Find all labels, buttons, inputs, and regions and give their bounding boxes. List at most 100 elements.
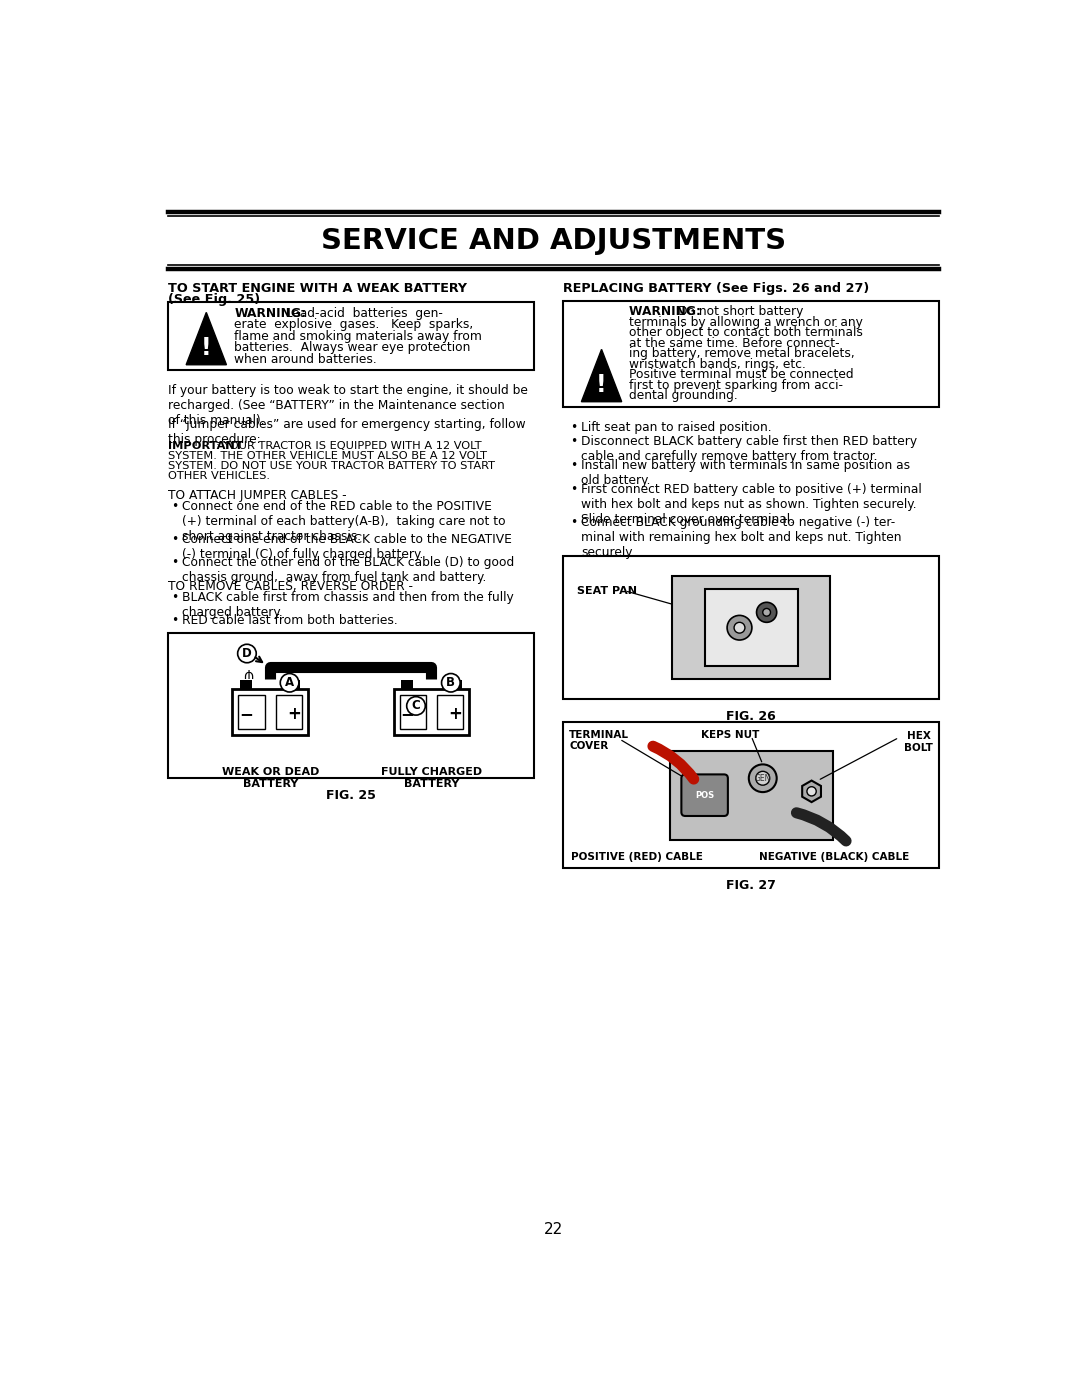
FancyBboxPatch shape	[167, 302, 535, 370]
FancyBboxPatch shape	[563, 300, 940, 407]
Text: •: •	[570, 517, 578, 529]
FancyBboxPatch shape	[239, 696, 265, 729]
Text: KEPS NUT: KEPS NUT	[701, 729, 759, 740]
Text: FIG. 27: FIG. 27	[726, 879, 777, 893]
Text: TO REMOVE CABLES, REVERSE ORDER -: TO REMOVE CABLES, REVERSE ORDER -	[167, 580, 413, 594]
Text: Positive terminal must be connected: Positive terminal must be connected	[630, 369, 854, 381]
FancyBboxPatch shape	[437, 696, 463, 729]
Text: TERMINAL
COVER: TERMINAL COVER	[569, 729, 629, 752]
FancyBboxPatch shape	[704, 590, 798, 666]
Text: GEN: GEN	[755, 774, 771, 782]
Text: 22: 22	[544, 1222, 563, 1236]
Text: SYSTEM. THE OTHER VEHICLE MUST ALSO BE A 12 VOLT: SYSTEM. THE OTHER VEHICLE MUST ALSO BE A…	[167, 451, 487, 461]
Text: terminals by allowing a wrench or any: terminals by allowing a wrench or any	[630, 316, 863, 328]
Text: FIG. 25: FIG. 25	[326, 789, 376, 802]
Text: Connect BLACK grounding cable to negative (-) ter-
minal with remaining hex bolt: Connect BLACK grounding cable to negativ…	[581, 517, 902, 559]
FancyBboxPatch shape	[672, 576, 831, 679]
Text: (See Fig. 25): (See Fig. 25)	[167, 293, 259, 306]
Text: : YOUR TRACTOR IS EQUIPPED WITH A 12 VOLT: : YOUR TRACTOR IS EQUIPPED WITH A 12 VOL…	[216, 441, 482, 451]
Text: erate  explosive  gases.   Keep  sparks,: erate explosive gases. Keep sparks,	[234, 319, 473, 331]
Text: other object to contact both terminals: other object to contact both terminals	[630, 327, 863, 339]
Text: •: •	[570, 458, 578, 472]
Text: If “jumper cables” are used for emergency starting, follow
this procedure:: If “jumper cables” are used for emergenc…	[167, 418, 525, 446]
Text: A: A	[285, 676, 294, 689]
Text: flame and smoking materials away from: flame and smoking materials away from	[234, 330, 482, 342]
Text: Lead-acid  batteries  gen-: Lead-acid batteries gen-	[274, 307, 444, 320]
FancyBboxPatch shape	[275, 696, 302, 729]
Circle shape	[756, 771, 770, 785]
Text: wristwatch bands, rings, etc.: wristwatch bands, rings, etc.	[630, 358, 807, 370]
Text: HEX
BOLT: HEX BOLT	[904, 731, 933, 753]
Text: D: D	[242, 647, 252, 659]
Text: Connect one end of the BLACK cable to the NEGATIVE
(-) terminal (C) of fully cha: Connect one end of the BLACK cable to th…	[181, 532, 511, 560]
Polygon shape	[581, 349, 622, 402]
Text: B: B	[446, 676, 456, 689]
FancyBboxPatch shape	[563, 556, 940, 698]
FancyBboxPatch shape	[232, 689, 308, 735]
Text: •: •	[172, 532, 178, 546]
Text: Lift seat pan to raised position.: Lift seat pan to raised position.	[581, 420, 772, 434]
Text: SYSTEM. DO NOT USE YOUR TRACTOR BATTERY TO START: SYSTEM. DO NOT USE YOUR TRACTOR BATTERY …	[167, 461, 495, 471]
Polygon shape	[186, 313, 227, 365]
Text: POSITIVE (RED) CABLE: POSITIVE (RED) CABLE	[570, 852, 702, 862]
Text: Do not short battery: Do not short battery	[677, 306, 802, 319]
Text: TO START ENGINE WITH A WEAK BATTERY: TO START ENGINE WITH A WEAK BATTERY	[167, 282, 467, 295]
Text: WARNING:: WARNING:	[234, 307, 307, 320]
Text: −: −	[240, 704, 253, 722]
FancyBboxPatch shape	[670, 750, 833, 840]
Text: WARNING:: WARNING:	[630, 306, 705, 319]
Text: •: •	[570, 434, 578, 448]
FancyBboxPatch shape	[400, 696, 426, 729]
Text: first to prevent sparking from acci-: first to prevent sparking from acci-	[630, 379, 843, 391]
Text: RED cable last from both batteries.: RED cable last from both batteries.	[181, 615, 397, 627]
Text: !: !	[201, 335, 212, 360]
Circle shape	[748, 764, 777, 792]
Text: +: +	[448, 704, 462, 722]
Text: •: •	[172, 591, 178, 604]
Text: REPLACING BATTERY (See Figs. 26 and 27): REPLACING BATTERY (See Figs. 26 and 27)	[563, 282, 869, 295]
Text: ing battery, remove metal bracelets,: ing battery, remove metal bracelets,	[630, 348, 855, 360]
Text: dental grounding.: dental grounding.	[630, 390, 739, 402]
Circle shape	[442, 673, 460, 692]
Text: •: •	[172, 500, 178, 513]
FancyBboxPatch shape	[288, 680, 300, 690]
Text: FULLY CHARGED
BATTERY: FULLY CHARGED BATTERY	[381, 767, 482, 789]
Text: !: !	[596, 373, 607, 397]
Text: OTHER VEHICLES.: OTHER VEHICLES.	[167, 471, 270, 481]
Text: TO ATTACH JUMPER CABLES -: TO ATTACH JUMPER CABLES -	[167, 489, 347, 502]
Text: batteries.  Always wear eye protection: batteries. Always wear eye protection	[234, 341, 471, 355]
Text: Ψ: Ψ	[244, 665, 254, 679]
Polygon shape	[802, 781, 821, 802]
Text: If your battery is too weak to start the engine, it should be
recharged. (See “B: If your battery is too weak to start the…	[167, 384, 527, 427]
Circle shape	[734, 622, 745, 633]
Circle shape	[407, 697, 426, 715]
Text: NEGATIVE (BLACK) CABLE: NEGATIVE (BLACK) CABLE	[758, 852, 909, 862]
FancyBboxPatch shape	[393, 689, 470, 735]
Text: Disconnect BLACK battery cable first then RED battery
cable and carefully remove: Disconnect BLACK battery cable first the…	[581, 434, 918, 462]
Circle shape	[727, 616, 752, 640]
Text: First connect RED battery cable to positive (+) terminal
with hex bolt and keps : First connect RED battery cable to posit…	[581, 482, 922, 525]
Text: SERVICE AND ADJUSTMENTS: SERVICE AND ADJUSTMENTS	[321, 226, 786, 254]
Text: IMPORTANT: IMPORTANT	[167, 441, 242, 451]
Circle shape	[807, 787, 816, 796]
Circle shape	[281, 673, 299, 692]
Circle shape	[762, 609, 770, 616]
Text: BLACK cable first from chassis and then from the fully
charged battery.: BLACK cable first from chassis and then …	[181, 591, 513, 619]
Circle shape	[757, 602, 777, 622]
FancyBboxPatch shape	[402, 680, 413, 690]
Text: C: C	[411, 700, 420, 712]
Text: −: −	[401, 704, 415, 722]
FancyBboxPatch shape	[450, 680, 462, 690]
Circle shape	[238, 644, 256, 662]
Text: FIG. 26: FIG. 26	[726, 710, 777, 722]
FancyBboxPatch shape	[563, 722, 940, 869]
Text: Install new battery with terminals in same position as
old battery.: Install new battery with terminals in sa…	[581, 458, 910, 486]
Text: WEAK OR DEAD
BATTERY: WEAK OR DEAD BATTERY	[221, 767, 319, 789]
FancyBboxPatch shape	[681, 774, 728, 816]
Text: •: •	[172, 615, 178, 627]
Text: •: •	[570, 420, 578, 434]
Text: when around batteries.: when around batteries.	[234, 352, 377, 366]
FancyBboxPatch shape	[240, 680, 252, 690]
FancyBboxPatch shape	[167, 633, 535, 778]
Text: at the same time. Before connect-: at the same time. Before connect-	[630, 337, 840, 349]
